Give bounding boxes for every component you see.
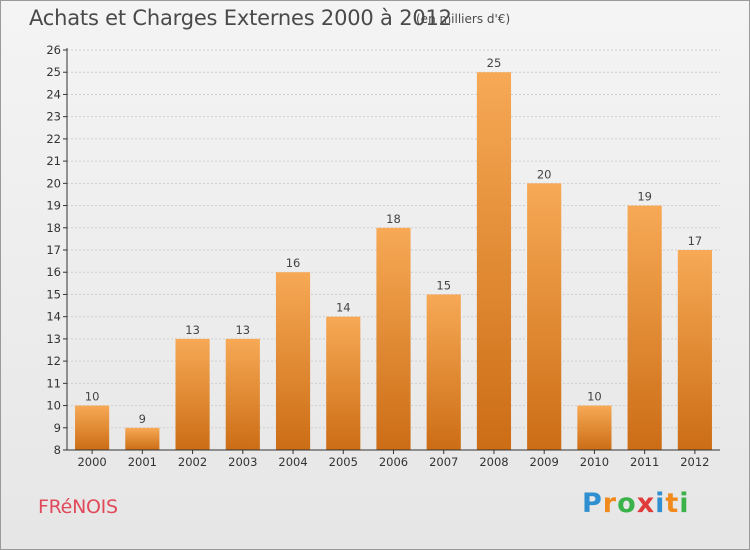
y-tick-label: 8 (54, 443, 61, 457)
data-label: 9 (139, 412, 146, 426)
chart-subtitle: (en milliers d'€) (416, 12, 511, 26)
bar (627, 205, 662, 450)
x-tick-label: 2002 (178, 455, 207, 469)
data-label: 14 (336, 301, 351, 315)
y-tick-label: 26 (46, 43, 61, 57)
y-tick-label: 11 (46, 376, 61, 390)
logo-letter: i (679, 488, 690, 519)
bars (75, 72, 712, 451)
y-tick-label: 20 (46, 176, 61, 190)
bar (527, 183, 562, 451)
logo-letter: P (582, 488, 603, 519)
logo-letter: r (602, 488, 618, 519)
data-label: 17 (688, 234, 703, 248)
data-label: 20 (537, 167, 552, 181)
bar (577, 405, 612, 450)
x-tick-label: 2004 (278, 455, 307, 469)
proxiti-logo[interactable]: Proxiti (582, 488, 690, 519)
y-tick-label: 18 (46, 221, 61, 235)
data-label: 10 (587, 390, 602, 404)
x-tick-label: 2003 (228, 455, 257, 469)
x-tick-label: 2011 (630, 455, 659, 469)
x-tick-label: 2001 (128, 455, 157, 469)
data-label: 13 (185, 323, 200, 337)
data-label: 25 (487, 56, 502, 70)
logo-letter: x (636, 488, 656, 519)
x-tick-label: 2007 (429, 455, 458, 469)
y-tick-label: 12 (46, 354, 61, 368)
data-label: 10 (85, 390, 100, 404)
bar (225, 338, 260, 450)
x-tick-label: 2000 (77, 455, 106, 469)
data-label: 13 (235, 323, 250, 337)
logo-letter: t (665, 488, 680, 519)
data-label: 15 (436, 278, 451, 292)
y-tick-label: 22 (46, 132, 61, 146)
y-tick-label: 15 (46, 287, 61, 301)
bar (426, 294, 461, 450)
x-tick-label: 2010 (580, 455, 609, 469)
commune-name: FRéNOIS (38, 496, 118, 518)
y-tick-label: 17 (46, 243, 61, 257)
y-tick-label: 25 (46, 65, 61, 79)
chart-title: Achats et Charges Externes 2000 à 2012 (29, 6, 452, 30)
data-label: 18 (386, 212, 401, 226)
x-tick-label: 2009 (530, 455, 559, 469)
y-tick-label: 24 (46, 87, 61, 101)
bar (175, 338, 210, 450)
bar (125, 427, 160, 450)
y-tick-label: 14 (46, 310, 61, 324)
bar (376, 227, 411, 450)
y-tick-label: 9 (54, 421, 61, 435)
x-tick-label: 2008 (479, 455, 508, 469)
y-tick-label: 21 (46, 154, 61, 168)
y-tick-label: 13 (46, 332, 61, 346)
x-tick-label: 2006 (379, 455, 408, 469)
bar (275, 272, 311, 450)
logo-letter: o (617, 488, 637, 519)
y-tick-label: 10 (46, 399, 61, 413)
x-tick-label: 2005 (329, 455, 358, 469)
logo-letter: i (655, 488, 666, 519)
y-tick-label: 16 (46, 265, 61, 279)
bar (75, 405, 110, 450)
data-label: 19 (637, 190, 652, 204)
bar (677, 250, 712, 450)
y-tick-label: 19 (46, 199, 61, 213)
labels: 8 9 10 11 12 13 14 15 16 17 18 19 20 21 22 23 24 25 26 2000… (46, 43, 709, 469)
bar (476, 72, 512, 450)
bar (326, 316, 361, 450)
data-label: 16 (286, 256, 301, 270)
axes (63, 48, 720, 454)
y-tick-label: 23 (46, 110, 61, 124)
x-tick-label: 2012 (680, 455, 709, 469)
